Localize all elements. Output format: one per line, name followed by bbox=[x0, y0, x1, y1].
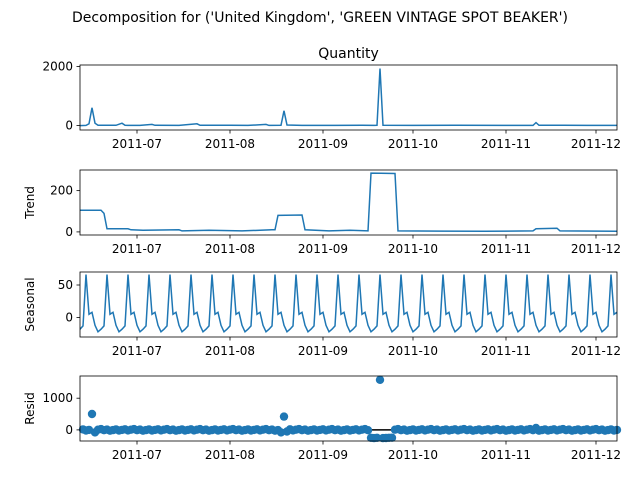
x-tick-label: 2011-07 bbox=[112, 448, 162, 462]
series-line bbox=[80, 172, 618, 233]
x-tick-label: 2011-09 bbox=[298, 448, 348, 462]
resid-point bbox=[372, 433, 382, 442]
y-axis-label: Seasonal bbox=[23, 277, 37, 331]
x-tick-label: 2011-10 bbox=[388, 448, 438, 462]
y-tick-label: 0 bbox=[65, 225, 73, 239]
resid-point bbox=[279, 412, 289, 421]
x-tick-label: 2011-12 bbox=[571, 344, 621, 358]
y-tick-label: 200 bbox=[50, 184, 73, 198]
x-tick-label: 2011-08 bbox=[205, 242, 255, 256]
x-tick-label: 2011-11 bbox=[481, 242, 531, 256]
y-tick-label: 0 bbox=[65, 119, 73, 133]
panel-1: 0 200 2011-07 2011-08 2011-09 2011-10 2011-11 2… bbox=[23, 169, 621, 256]
x-tick-label: 2011-08 bbox=[205, 344, 255, 358]
series-line bbox=[80, 274, 617, 334]
resid-point bbox=[363, 426, 373, 435]
axes-frame bbox=[79, 271, 618, 338]
resid-point bbox=[375, 375, 385, 384]
panel-3: 0 1000 2011-07 2011-08 2011-09 2011-10 2011-11… bbox=[23, 375, 622, 462]
resid-point bbox=[387, 433, 397, 442]
x-tick-label: 2011-08 bbox=[205, 137, 255, 151]
x-tick-label: 2011-07 bbox=[112, 242, 162, 256]
x-tick-label: 2011-11 bbox=[481, 344, 531, 358]
x-tick-label: 2011-09 bbox=[298, 137, 348, 151]
x-tick-label: 2011-07 bbox=[112, 137, 162, 151]
y-axis-label: Resid bbox=[23, 392, 37, 424]
x-tick-label: 2011-09 bbox=[298, 242, 348, 256]
panel-title: Quantity bbox=[318, 46, 379, 62]
figure-suptitle: Decomposition for ('United Kingdom', 'GR… bbox=[72, 10, 568, 26]
x-tick-label: 2011-11 bbox=[481, 137, 531, 151]
y-tick-label: 50 bbox=[58, 278, 73, 292]
axes-frame bbox=[79, 375, 618, 442]
x-tick-label: 2011-10 bbox=[388, 344, 438, 358]
axes-frame bbox=[79, 169, 618, 236]
x-tick-label: 2011-10 bbox=[388, 137, 438, 151]
y-tick-label: 1000 bbox=[42, 391, 73, 405]
series-line bbox=[79, 68, 617, 127]
resid-point bbox=[87, 409, 97, 419]
x-tick-label: 2011-12 bbox=[571, 448, 621, 462]
x-tick-label: 2011-07 bbox=[112, 344, 162, 358]
y-tick-label: 2000 bbox=[42, 59, 73, 73]
x-tick-label: 2011-10 bbox=[388, 242, 438, 256]
x-tick-label: 2011-09 bbox=[298, 344, 348, 358]
axes-frame bbox=[79, 64, 618, 131]
y-tick-label: 0 bbox=[65, 311, 73, 325]
x-tick-label: 2011-12 bbox=[571, 137, 621, 151]
y-tick-label: 0 bbox=[65, 423, 73, 437]
x-tick-label: 2011-11 bbox=[481, 448, 531, 462]
panel-0: 0 2000 2011-07 2011-08 2011-09 2011-10 2011-11… bbox=[42, 46, 621, 151]
x-tick-label: 2011-08 bbox=[205, 448, 255, 462]
x-tick-label: 2011-12 bbox=[571, 242, 621, 256]
panel-2: 0 50 2011-07 2011-08 2011-09 2011-10 2011-11 20… bbox=[23, 271, 621, 358]
y-axis-label: Trend bbox=[23, 186, 37, 220]
